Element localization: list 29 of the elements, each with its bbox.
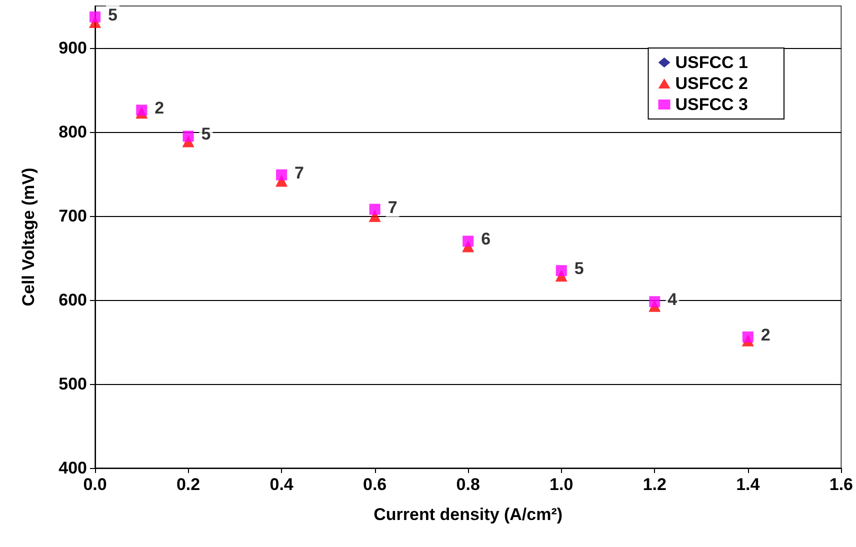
- y-tick-label: 500: [58, 374, 87, 394]
- annotation: 7: [388, 198, 398, 217]
- y-tick-label: 400: [58, 458, 87, 478]
- annotation: 2: [760, 325, 770, 344]
- x-axis-title: Current density (A/cm²): [374, 505, 563, 524]
- annotation: 5: [574, 259, 584, 278]
- x-tick-label: 0.8: [456, 475, 480, 494]
- x-tick-label: 1.0: [550, 475, 574, 494]
- y-tick-label: 700: [58, 206, 87, 226]
- annotation: 5: [201, 124, 211, 144]
- x-tick-label: 0.0: [83, 475, 107, 494]
- y-tick-label: 900: [58, 38, 87, 58]
- legend-label: USFCC 3: [675, 95, 748, 114]
- x-tick-label: 1.2: [642, 475, 666, 494]
- x-tick-label: 1.4: [736, 475, 760, 494]
- annotation: 7: [294, 163, 304, 182]
- legend-label: USFCC 1: [675, 53, 748, 72]
- annotation: 6: [481, 230, 491, 249]
- x-tick-label: 0.4: [270, 475, 294, 494]
- annotation: 2: [154, 98, 164, 118]
- y-tick-label: 800: [58, 122, 87, 142]
- legend-label: USFCC 2: [675, 74, 748, 93]
- x-tick-label: 1.6: [829, 475, 854, 494]
- annotation: 4: [668, 290, 678, 310]
- x-tick-label: 0.2: [176, 475, 200, 494]
- y-tick-label: 600: [58, 290, 87, 310]
- x-tick-label: 0.6: [363, 475, 387, 494]
- y-axis-title: Cell Voltage (mV): [19, 168, 38, 306]
- annotation: 5: [108, 5, 118, 24]
